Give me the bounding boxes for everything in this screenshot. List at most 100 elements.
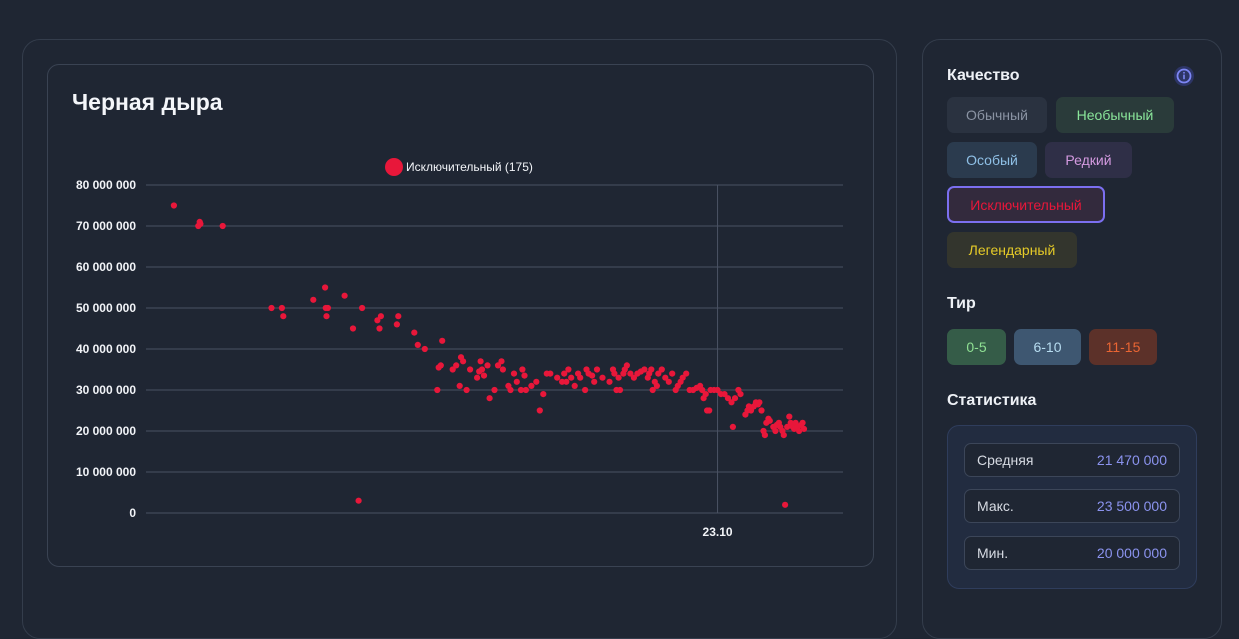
data-point bbox=[499, 366, 506, 373]
legend-marker bbox=[385, 158, 403, 176]
y-tick-label: 20 000 000 bbox=[76, 424, 136, 438]
data-point bbox=[565, 366, 572, 373]
data-point bbox=[756, 399, 763, 406]
stat-row-min: Мин. 20 000 000 bbox=[964, 536, 1180, 570]
data-point bbox=[536, 407, 543, 414]
data-point bbox=[421, 345, 428, 353]
data-point bbox=[322, 284, 329, 291]
stat-label: Мин. bbox=[977, 545, 1009, 561]
data-point bbox=[593, 366, 601, 373]
quality-chip-rare[interactable]: Редкий bbox=[1045, 142, 1132, 178]
data-point bbox=[456, 382, 463, 389]
data-point bbox=[395, 313, 402, 320]
chart-title: Черная дыра bbox=[72, 89, 223, 115]
data-point bbox=[784, 423, 791, 430]
data-point bbox=[528, 382, 535, 389]
data-point bbox=[780, 432, 787, 439]
data-point bbox=[568, 374, 575, 381]
scatter-chart: 80 000 000 70 000 000 60 000 000 50 000 000… bbox=[76, 158, 843, 539]
data-point bbox=[611, 370, 618, 377]
data-point bbox=[561, 370, 568, 377]
stat-row-max: Макс. 23 500 000 bbox=[964, 489, 1180, 523]
data-point bbox=[655, 370, 662, 377]
data-point bbox=[699, 386, 706, 394]
data-point bbox=[460, 358, 467, 365]
data-point bbox=[268, 304, 275, 312]
legend-label: Исключительный (175) bbox=[406, 160, 533, 174]
data-point bbox=[571, 382, 578, 389]
tier-chip-0-5[interactable]: 0-5 bbox=[947, 329, 1006, 365]
data-point bbox=[615, 374, 622, 381]
quality-chip-special[interactable]: Особый bbox=[947, 142, 1037, 178]
y-tick-label: 40 000 000 bbox=[76, 342, 136, 356]
data-point bbox=[280, 313, 287, 320]
y-tick-label: 50 000 000 bbox=[76, 301, 136, 315]
quality-chip-common[interactable]: Обычный bbox=[947, 97, 1047, 133]
x-tick-label: 23.10 bbox=[703, 525, 733, 539]
data-point bbox=[721, 391, 728, 398]
y-tick-label: 80 000 000 bbox=[76, 178, 136, 192]
stat-value: 21 470 000 bbox=[1096, 452, 1167, 468]
data-point bbox=[449, 366, 456, 373]
tier-chip-11-15[interactable]: 11-15 bbox=[1089, 329, 1157, 365]
data-point bbox=[724, 395, 732, 402]
stat-label: Макс. bbox=[977, 498, 1014, 514]
data-point bbox=[658, 366, 665, 373]
data-point bbox=[507, 386, 514, 394]
info-icon[interactable] bbox=[1174, 66, 1194, 86]
data-point bbox=[729, 423, 737, 430]
data-point bbox=[374, 317, 381, 324]
data-point bbox=[683, 370, 690, 377]
data-point bbox=[474, 374, 481, 381]
data-point bbox=[648, 366, 655, 373]
data-point bbox=[540, 391, 547, 398]
data-point bbox=[498, 358, 505, 365]
stats-box: Средняя 21 470 000 Макс. 23 500 000 Мин.… bbox=[947, 425, 1197, 589]
data-point bbox=[510, 370, 518, 377]
y-tick-label: 10 000 000 bbox=[76, 465, 136, 479]
data-point bbox=[649, 386, 656, 394]
data-point bbox=[599, 374, 606, 381]
quality-chip-exceptional[interactable]: Исключительный bbox=[947, 186, 1105, 223]
data-point bbox=[437, 362, 444, 369]
data-point bbox=[589, 372, 596, 379]
data-point bbox=[728, 399, 735, 406]
data-point bbox=[758, 407, 765, 414]
data-point bbox=[731, 395, 739, 402]
data-point bbox=[665, 378, 672, 385]
data-point bbox=[577, 374, 584, 381]
data-point bbox=[197, 220, 204, 227]
data-point bbox=[349, 325, 357, 332]
y-tick-label: 60 000 000 bbox=[76, 260, 136, 274]
data-point bbox=[653, 382, 661, 389]
data-point bbox=[463, 386, 470, 394]
data-point bbox=[563, 378, 570, 385]
data-point bbox=[393, 321, 400, 328]
data-point bbox=[323, 313, 330, 320]
quality-chip-legendary[interactable]: Легендарный bbox=[947, 232, 1077, 268]
y-tick-label: 70 000 000 bbox=[76, 219, 136, 233]
data-point bbox=[800, 425, 808, 432]
data-point bbox=[355, 497, 362, 504]
y-tick-label: 0 bbox=[129, 506, 136, 520]
tier-chip-6-10[interactable]: 6-10 bbox=[1014, 329, 1081, 365]
data-point bbox=[453, 362, 460, 369]
stat-label: Средняя bbox=[977, 452, 1034, 468]
data-point bbox=[782, 501, 789, 508]
data-point bbox=[796, 427, 803, 435]
quality-title: Качество bbox=[947, 67, 1020, 84]
data-point bbox=[522, 386, 529, 394]
data-point bbox=[324, 304, 331, 312]
data-point bbox=[219, 222, 226, 230]
data-point bbox=[772, 427, 779, 435]
data-point bbox=[359, 304, 366, 312]
data-point bbox=[491, 386, 498, 394]
quality-chip-uncommon[interactable]: Необычный bbox=[1056, 97, 1174, 133]
data-point bbox=[377, 313, 384, 320]
data-point bbox=[606, 378, 613, 385]
data-point bbox=[494, 362, 502, 369]
stat-value: 23 500 000 bbox=[1096, 498, 1167, 514]
data-point bbox=[513, 378, 520, 385]
data-point bbox=[623, 362, 631, 369]
data-point bbox=[414, 341, 421, 348]
